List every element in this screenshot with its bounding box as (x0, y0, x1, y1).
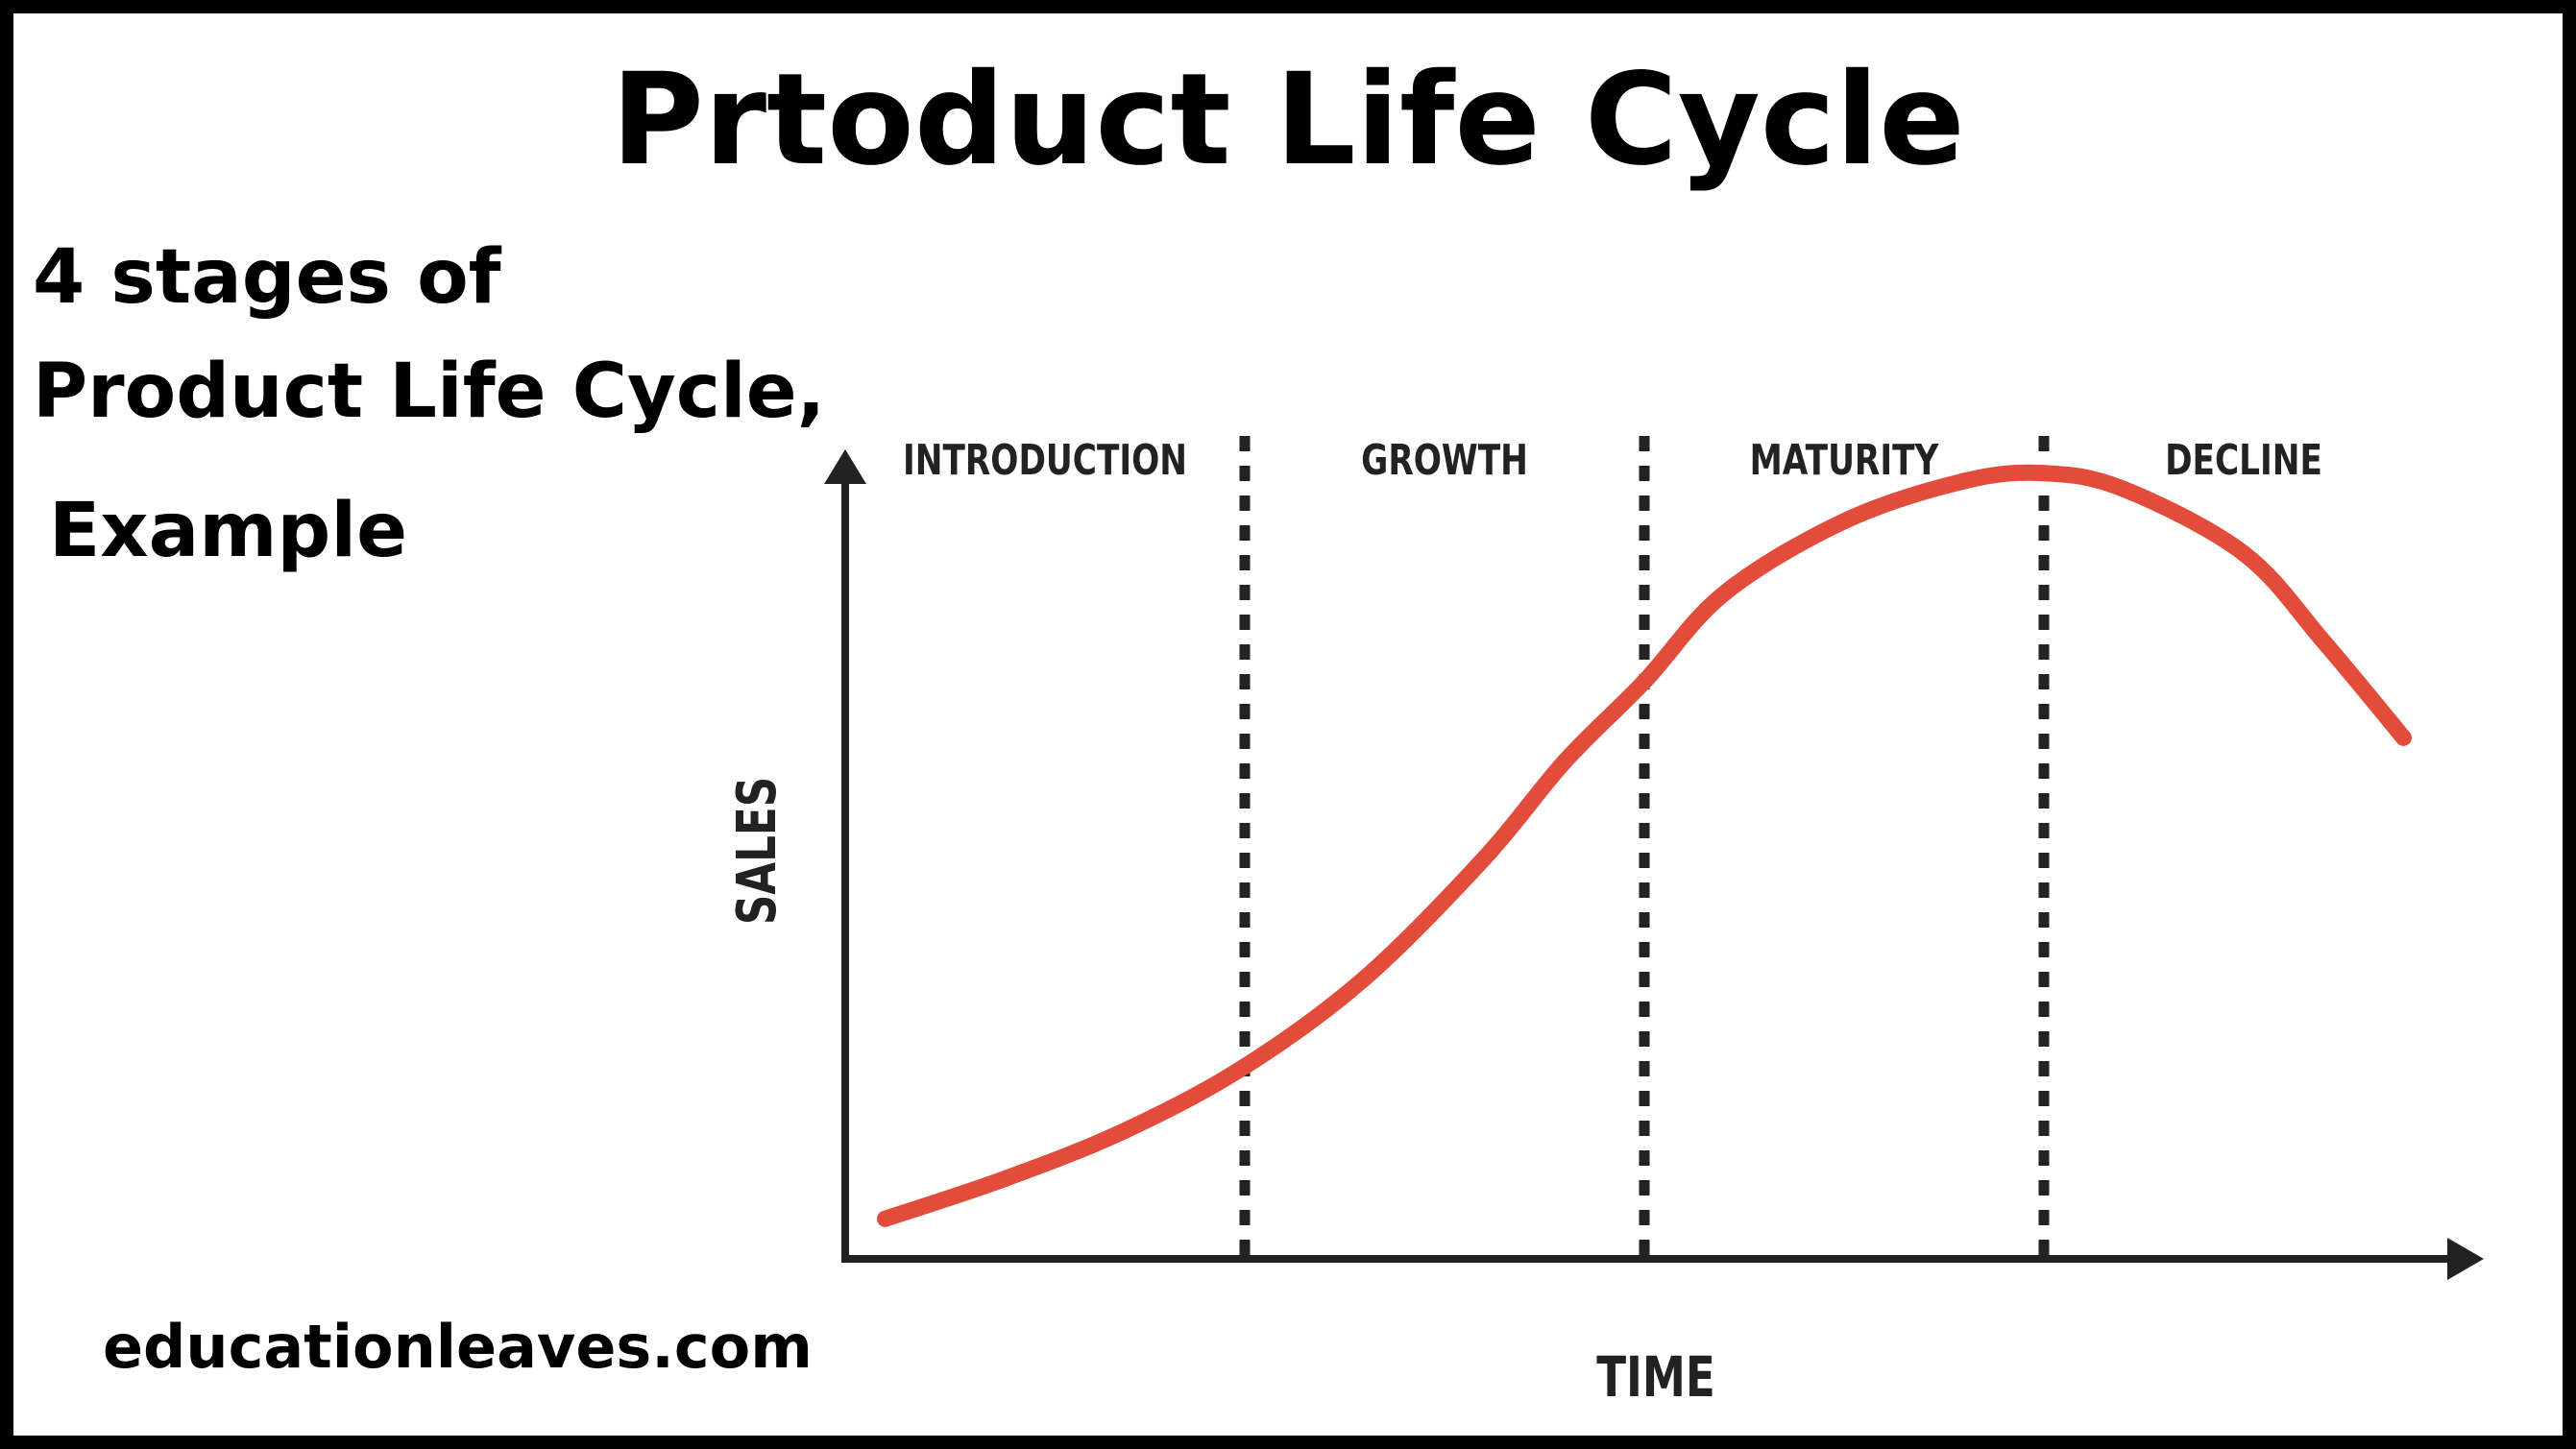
stage-label-growth: GROWTH (1361, 436, 1528, 485)
data-point-11 (1956, 472, 1973, 490)
stage-labels: INTRODUCTION GROWTH MATURITY DECLINE (903, 436, 2322, 485)
data-point-16 (2394, 729, 2412, 746)
page-title: Prtoduct Life Cycle (611, 46, 1965, 194)
data-point-12 (2035, 465, 2053, 482)
data-point-9 (1715, 585, 1733, 602)
data-point-3 (1116, 1122, 1133, 1139)
data-point-7 (1556, 753, 1573, 770)
y-axis-label: SALES (725, 777, 789, 925)
data-point-15 (2315, 633, 2332, 650)
series-layer (877, 464, 2412, 1227)
subtitle-line-1: 4 stages of (33, 234, 501, 321)
sales-curve (877, 464, 2412, 1227)
chart-axes (824, 449, 2484, 1280)
data-point-4 (1236, 1058, 1253, 1075)
data-point-10 (1835, 513, 1853, 530)
subtitle-line-3: Example (49, 488, 407, 574)
stage-label-decline: DECLINE (2165, 436, 2322, 485)
data-point-13 (2115, 480, 2132, 497)
poster-frame: Prtoduct Life Cycle 4 stages of Product … (13, 13, 2563, 1436)
y-axis-arrow (824, 449, 866, 484)
x-axis-label: TIME (1596, 1346, 1715, 1411)
data-point-14 (2235, 544, 2252, 562)
x-axis-arrow (2447, 1238, 2484, 1280)
data-point-5 (1356, 970, 1373, 987)
subtitle-line-2: Product Life Cycle, (33, 349, 826, 435)
stage-label-introduction: INTRODUCTION (903, 436, 1187, 485)
data-point-1 (877, 1210, 894, 1227)
stage-label-maturity: MATURITY (1750, 436, 1939, 485)
data-point-6 (1476, 850, 1494, 866)
data-point-2 (996, 1171, 1013, 1187)
stage-dividers (1239, 436, 2050, 1259)
site-credit: educationleaves.com (103, 1312, 813, 1382)
product-life-cycle-chart: INTRODUCTION GROWTH MATURITY DECLINE TIME S… (725, 436, 2484, 1411)
data-point-8 (1636, 673, 1653, 690)
